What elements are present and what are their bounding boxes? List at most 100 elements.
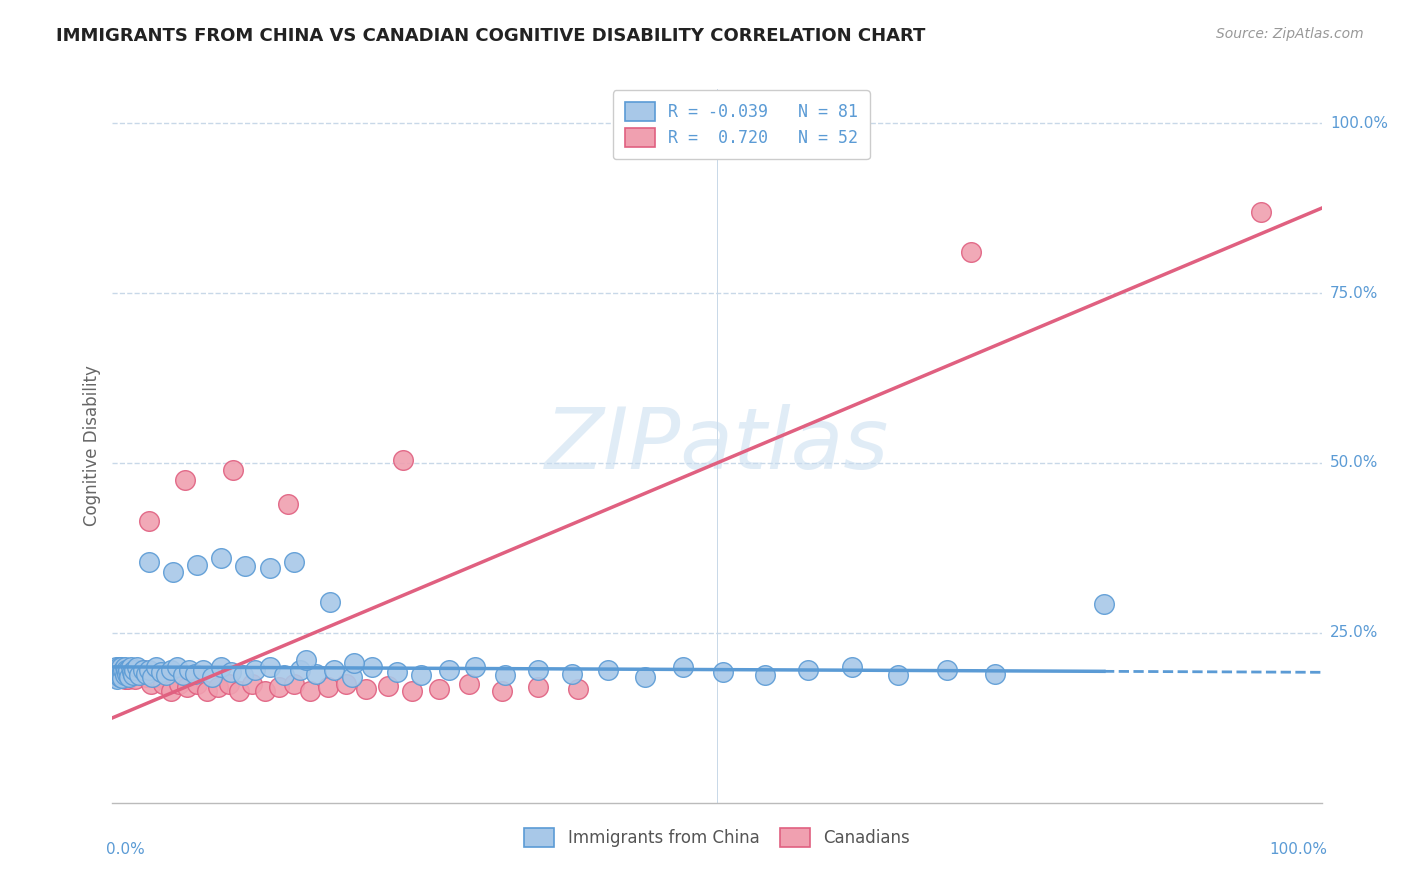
Point — [464, 660, 486, 674]
Point — [114, 663, 136, 677]
Point — [118, 670, 141, 684]
Point — [207, 680, 229, 694]
Point — [103, 670, 125, 684]
Point — [155, 668, 177, 682]
Point — [391, 452, 413, 467]
Point — [115, 666, 138, 681]
Point — [243, 663, 266, 677]
Point — [754, 668, 776, 682]
Point — [887, 668, 910, 682]
Point — [117, 663, 139, 677]
Point — [122, 668, 145, 682]
Point — [104, 663, 127, 677]
Point — [141, 677, 163, 691]
Point — [385, 665, 408, 680]
Point — [107, 660, 129, 674]
Point — [319, 595, 342, 609]
Point — [146, 670, 169, 684]
Point — [598, 663, 620, 677]
Point — [672, 660, 695, 674]
Point — [176, 680, 198, 694]
Point — [527, 663, 550, 677]
Text: ZIPatlas: ZIPatlas — [546, 404, 889, 488]
Point — [159, 683, 181, 698]
Point — [283, 555, 305, 569]
Point — [356, 681, 378, 696]
Point — [796, 663, 818, 677]
Point — [114, 663, 136, 677]
Point — [104, 663, 127, 677]
Point — [124, 672, 146, 686]
Point — [322, 663, 344, 677]
Point — [117, 672, 139, 686]
Point — [235, 559, 257, 574]
Point — [104, 670, 127, 684]
Point — [105, 663, 128, 677]
Point — [377, 679, 399, 693]
Point — [120, 660, 142, 674]
Point — [201, 670, 224, 684]
Point — [259, 561, 281, 575]
Point — [114, 672, 136, 686]
Text: IMMIGRANTS FROM CHINA VS CANADIAN COGNITIVE DISABILITY CORRELATION CHART: IMMIGRANTS FROM CHINA VS CANADIAN COGNIT… — [56, 27, 925, 45]
Point — [841, 660, 863, 674]
Text: 100.0%: 100.0% — [1270, 842, 1327, 857]
Point — [112, 663, 135, 677]
Point — [110, 660, 132, 674]
Point — [115, 668, 138, 682]
Point — [633, 670, 655, 684]
Point — [105, 666, 128, 681]
Point — [107, 666, 129, 681]
Point — [111, 665, 134, 680]
Point — [935, 663, 957, 677]
Point — [121, 665, 143, 680]
Point — [138, 514, 160, 528]
Point — [259, 660, 281, 674]
Point — [491, 683, 513, 698]
Point — [122, 668, 145, 682]
Point — [172, 668, 194, 682]
Y-axis label: Cognitive Disability: Cognitive Disability — [83, 366, 101, 526]
Point — [125, 660, 148, 674]
Point — [253, 683, 276, 698]
Point — [298, 683, 321, 698]
Point — [110, 668, 132, 682]
Point — [567, 681, 589, 696]
Point — [108, 670, 131, 684]
Point — [527, 680, 550, 694]
Point — [120, 665, 142, 680]
Point — [107, 665, 129, 680]
Point — [295, 653, 318, 667]
Point — [114, 660, 136, 674]
Point — [401, 683, 423, 698]
Point — [277, 497, 299, 511]
Point — [145, 660, 167, 674]
Point — [162, 565, 184, 579]
Point — [135, 666, 157, 681]
Point — [427, 681, 450, 696]
Point — [984, 666, 1007, 681]
Point — [112, 668, 135, 682]
Point — [132, 663, 155, 677]
Point — [283, 677, 305, 691]
Text: 75.0%: 75.0% — [1330, 285, 1378, 301]
Legend: Immigrants from China, Canadians: Immigrants from China, Canadians — [513, 816, 921, 859]
Point — [114, 668, 136, 682]
Point — [269, 680, 291, 694]
Point — [409, 668, 432, 682]
Point — [103, 666, 125, 681]
Point — [135, 670, 157, 684]
Point — [138, 663, 160, 677]
Point — [174, 473, 197, 487]
Point — [191, 663, 214, 677]
Point — [105, 672, 128, 686]
Point — [335, 677, 357, 691]
Point — [240, 677, 263, 691]
Point — [343, 657, 366, 671]
Point — [128, 663, 150, 677]
Point — [186, 558, 208, 572]
Point — [122, 663, 145, 677]
Point — [110, 670, 132, 684]
Point — [149, 665, 172, 680]
Point — [132, 663, 155, 677]
